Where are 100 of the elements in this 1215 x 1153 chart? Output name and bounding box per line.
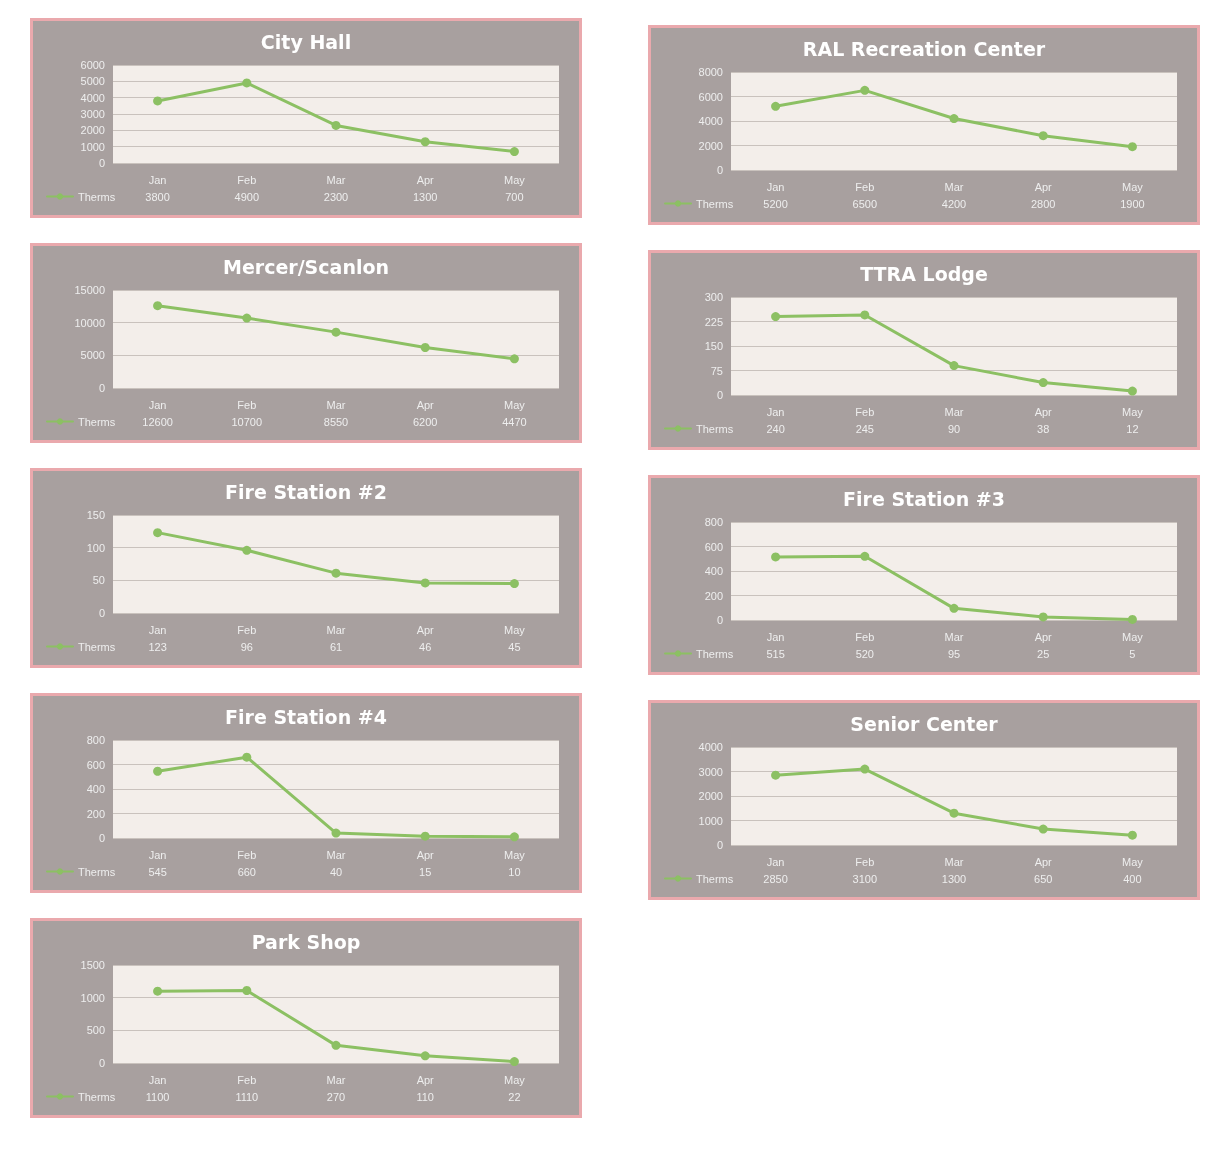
data-label: 46 [419, 640, 432, 653]
data-label: 6200 [412, 415, 438, 428]
chart-title: Fire Station #4 [225, 705, 387, 728]
y-tick-label: 1000 [80, 991, 105, 1004]
x-tick-label: Feb [237, 623, 257, 636]
y-tick-label: 600 [704, 540, 723, 553]
chart-title: Fire Station #3 [843, 487, 1005, 510]
y-tick-label: 10000 [74, 316, 105, 329]
point [949, 603, 959, 613]
point [1038, 824, 1048, 834]
point [509, 832, 519, 842]
x-tick-label: Apr [1034, 405, 1053, 418]
x-tick-label: Feb [855, 630, 875, 643]
data-label: 5200 [763, 197, 788, 210]
legend-label: Therms [696, 872, 734, 885]
data-label: 10 [508, 865, 521, 878]
x-tick-label: Mar [326, 848, 346, 861]
y-tick-label: 400 [86, 783, 105, 795]
y-tick-label: 150 [86, 509, 105, 521]
y-tick-label: 4000 [80, 91, 105, 104]
data-label: 2300 [323, 190, 349, 203]
point [860, 310, 870, 320]
point [331, 568, 341, 578]
x-tick-label: May [504, 173, 526, 186]
y-tick-label: 800 [86, 734, 105, 746]
chart-title: TTRA Lodge [860, 262, 988, 285]
legend-label: Therms [78, 415, 116, 428]
x-tick-label: Jan [148, 848, 167, 861]
x-tick-label: Jan [148, 173, 167, 186]
x-tick-label: May [504, 848, 526, 861]
point [771, 552, 781, 562]
data-label: 245 [855, 422, 874, 435]
y-tick-label: 0 [98, 382, 105, 394]
point [420, 1051, 430, 1061]
legend-label: Therms [78, 190, 116, 203]
point [771, 101, 781, 111]
data-label: 2850 [763, 872, 788, 885]
y-tick-label: 2000 [698, 790, 723, 802]
point [949, 361, 959, 371]
point [860, 764, 870, 774]
point [420, 137, 430, 147]
x-tick-label: Apr [416, 1073, 435, 1086]
data-label: 4470 [502, 415, 527, 428]
chart-title: Senior Center [850, 712, 999, 735]
point [1038, 612, 1048, 622]
point [860, 85, 870, 95]
x-tick-label: May [504, 623, 526, 636]
x-tick-label: Feb [237, 848, 257, 861]
x-tick-label: Mar [326, 398, 346, 411]
point [242, 545, 252, 555]
point [153, 301, 163, 311]
x-tick-label: Feb [237, 173, 257, 186]
legend-label: Therms [696, 647, 734, 660]
point [949, 808, 959, 818]
x-tick-label: May [504, 1073, 526, 1086]
legend-label: Therms [696, 197, 734, 210]
point [509, 147, 519, 157]
x-tick-label: Mar [944, 405, 964, 418]
data-label: 6500 [852, 197, 878, 210]
y-tick-label: 0 [98, 832, 105, 844]
x-tick-label: Jan [148, 1073, 167, 1086]
y-tick-label: 2000 [80, 124, 105, 137]
y-tick-label: 5000 [80, 349, 105, 362]
legend-label: Therms [696, 422, 734, 435]
chart-title: City Hall [260, 30, 352, 53]
point [331, 120, 341, 130]
y-tick-label: 6000 [698, 90, 723, 103]
y-tick-label: 0 [716, 839, 723, 851]
data-label: 650 [1034, 872, 1053, 885]
x-tick-label: Jan [766, 630, 785, 643]
legend-label: Therms [78, 865, 116, 878]
y-tick-label: 1000 [698, 814, 723, 827]
point [1127, 830, 1137, 840]
data-label: 10700 [231, 415, 263, 428]
data-label: 2800 [1030, 197, 1056, 210]
data-label: 3800 [145, 190, 170, 203]
x-tick-label: Jan [766, 405, 785, 418]
x-tick-label: Mar [944, 180, 964, 193]
data-label: 123 [148, 640, 167, 653]
y-tick-label: 2000 [698, 139, 723, 152]
y-tick-label: 15000 [74, 284, 105, 296]
y-tick-label: 4000 [698, 741, 723, 753]
data-label: 25 [1037, 647, 1050, 660]
y-tick-label: 50 [92, 574, 105, 587]
x-tick-label: Apr [1034, 630, 1053, 643]
x-tick-label: May [504, 398, 526, 411]
x-tick-label: Jan [148, 623, 167, 636]
x-tick-label: Apr [416, 398, 435, 411]
point [420, 578, 430, 588]
point [331, 327, 341, 337]
data-label: 520 [855, 647, 874, 660]
data-label: 3100 [852, 872, 878, 885]
y-tick-label: 0 [716, 389, 723, 401]
data-label: 90 [947, 422, 961, 435]
data-label: 61 [329, 640, 343, 653]
data-label: 15 [419, 865, 432, 878]
point [153, 96, 163, 106]
x-tick-label: Apr [416, 173, 435, 186]
x-tick-label: Jan [148, 398, 167, 411]
data-label: 38 [1037, 422, 1050, 435]
